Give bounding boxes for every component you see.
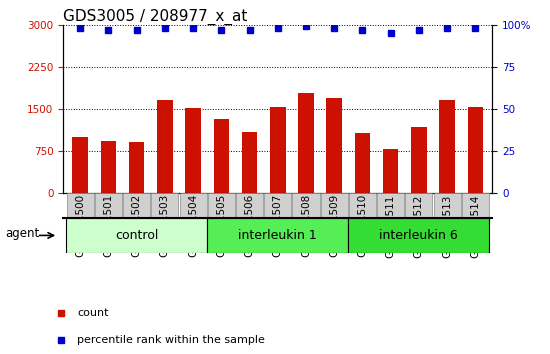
Bar (411, 127, 427, 193)
Text: GSM211513: GSM211513 (442, 194, 452, 258)
Text: GSM211514: GSM211514 (470, 194, 480, 258)
Text: GSM211500: GSM211500 (75, 194, 85, 257)
FancyBboxPatch shape (377, 193, 404, 218)
Text: interleukin 6: interleukin 6 (379, 229, 458, 242)
Text: GSM211511: GSM211511 (386, 194, 395, 258)
FancyBboxPatch shape (433, 193, 461, 218)
Bar (468, 107, 483, 193)
FancyBboxPatch shape (151, 193, 178, 218)
Text: count: count (77, 308, 108, 318)
Text: GSM211504: GSM211504 (188, 194, 198, 257)
Text: GSM211508: GSM211508 (301, 194, 311, 257)
FancyBboxPatch shape (293, 193, 320, 218)
Bar (439, 101, 455, 193)
Bar (270, 107, 285, 193)
Text: percentile rank within the sample: percentile rank within the sample (77, 335, 265, 345)
Bar (383, 149, 398, 193)
Bar (101, 141, 116, 193)
Text: GSM211505: GSM211505 (216, 194, 226, 257)
Text: control: control (115, 229, 158, 242)
Text: GSM211501: GSM211501 (103, 194, 113, 257)
FancyBboxPatch shape (348, 218, 490, 253)
Bar (73, 137, 88, 193)
Bar (242, 132, 257, 193)
Text: GSM211510: GSM211510 (358, 194, 367, 257)
Text: GSM211507: GSM211507 (273, 194, 283, 257)
FancyBboxPatch shape (123, 193, 150, 218)
Bar (327, 98, 342, 193)
Bar (157, 101, 173, 193)
Text: interleukin 1: interleukin 1 (238, 229, 317, 242)
FancyBboxPatch shape (67, 193, 94, 218)
Text: GSM211512: GSM211512 (414, 194, 424, 258)
Bar (129, 143, 145, 193)
Text: agent: agent (5, 227, 39, 240)
Bar (355, 133, 370, 193)
FancyBboxPatch shape (207, 218, 348, 253)
FancyBboxPatch shape (462, 193, 489, 218)
FancyBboxPatch shape (208, 193, 235, 218)
FancyBboxPatch shape (179, 193, 207, 218)
Bar (298, 93, 314, 193)
Text: GSM211506: GSM211506 (245, 194, 255, 257)
Bar (185, 108, 201, 193)
Text: GSM211502: GSM211502 (131, 194, 142, 257)
Bar (213, 119, 229, 193)
FancyBboxPatch shape (95, 193, 122, 218)
FancyBboxPatch shape (236, 193, 263, 218)
FancyBboxPatch shape (405, 193, 432, 218)
Text: GDS3005 / 208977_x_at: GDS3005 / 208977_x_at (63, 8, 248, 25)
FancyBboxPatch shape (264, 193, 292, 218)
FancyBboxPatch shape (349, 193, 376, 218)
FancyBboxPatch shape (66, 218, 207, 253)
Text: GSM211503: GSM211503 (160, 194, 170, 257)
FancyBboxPatch shape (321, 193, 348, 218)
Text: GSM211509: GSM211509 (329, 194, 339, 257)
